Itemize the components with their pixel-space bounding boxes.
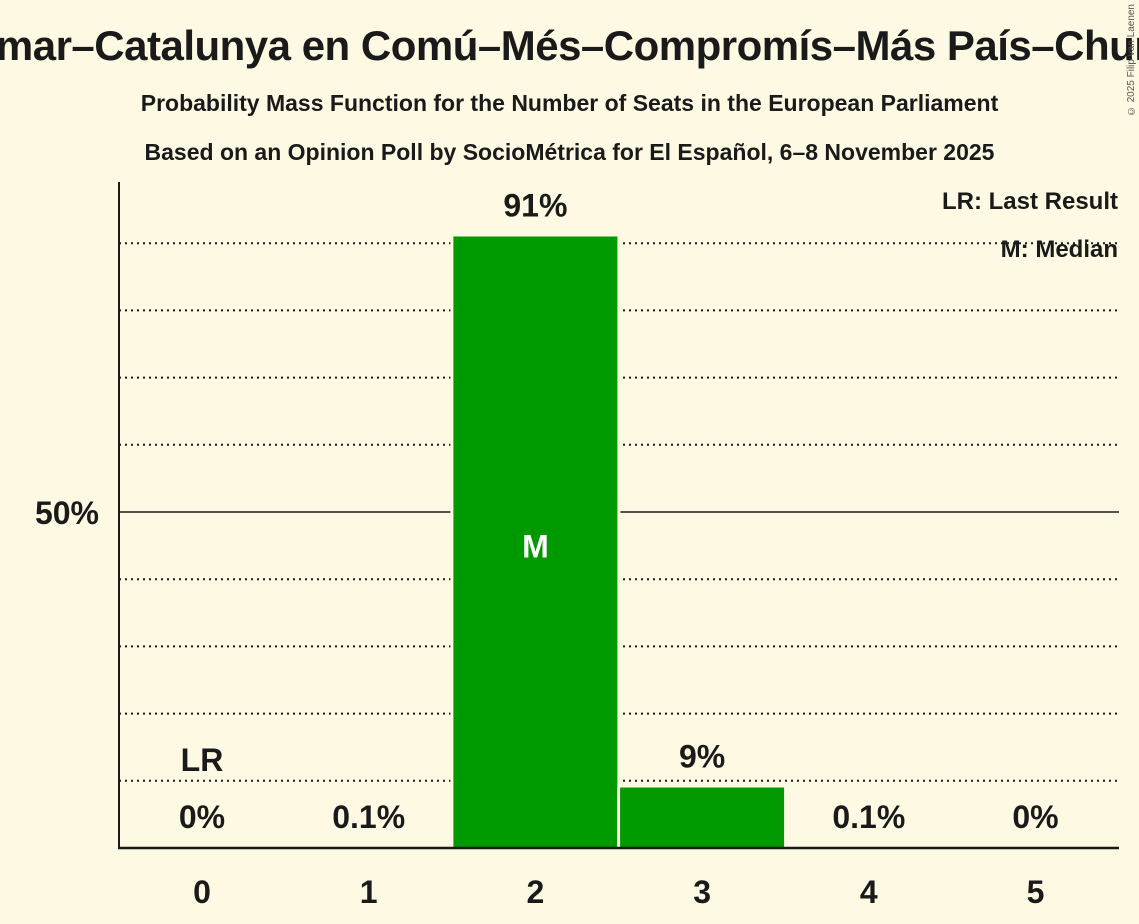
axes: [118, 182, 1119, 850]
x-tick-label-3: 3: [693, 874, 711, 910]
bar-2: [453, 236, 618, 849]
chart-title: Sumar–Catalunya en Comú–Més–Compromís–Má…: [0, 22, 1139, 69]
x-tick-label-2: 2: [527, 874, 545, 910]
value-label-0: 0%: [179, 799, 225, 835]
x-tick-label-0: 0: [193, 874, 211, 910]
y-tick-label: 50%: [35, 495, 99, 531]
value-label-1: 0.1%: [332, 799, 405, 835]
value-label-4: 0.1%: [832, 799, 905, 835]
labels: 50% 0% 0 LR 0.1% 1 91% 2 M 9% 3 0.1% 4 0% 5: [35, 187, 1059, 910]
bars: [450, 236, 788, 849]
value-label-5: 0%: [1012, 799, 1058, 835]
chart-subtitle: Probability Mass Function for the Number…: [140, 90, 999, 116]
median-marker: M: [522, 529, 549, 565]
x-tick-label-1: 1: [360, 874, 378, 910]
last-result-marker: LR: [181, 742, 224, 778]
x-tick-label-5: 5: [1027, 874, 1045, 910]
legend-last-result: LR: Last Result: [942, 188, 1118, 215]
legend-median: M: Median: [1001, 236, 1118, 263]
value-label-3: 9%: [679, 739, 725, 775]
value-label-2: 91%: [503, 187, 567, 223]
x-tick-label-4: 4: [860, 874, 878, 910]
bar-3: [620, 787, 785, 848]
chart-source: Based on an Opinion Poll by SocioMétrica…: [144, 139, 995, 165]
